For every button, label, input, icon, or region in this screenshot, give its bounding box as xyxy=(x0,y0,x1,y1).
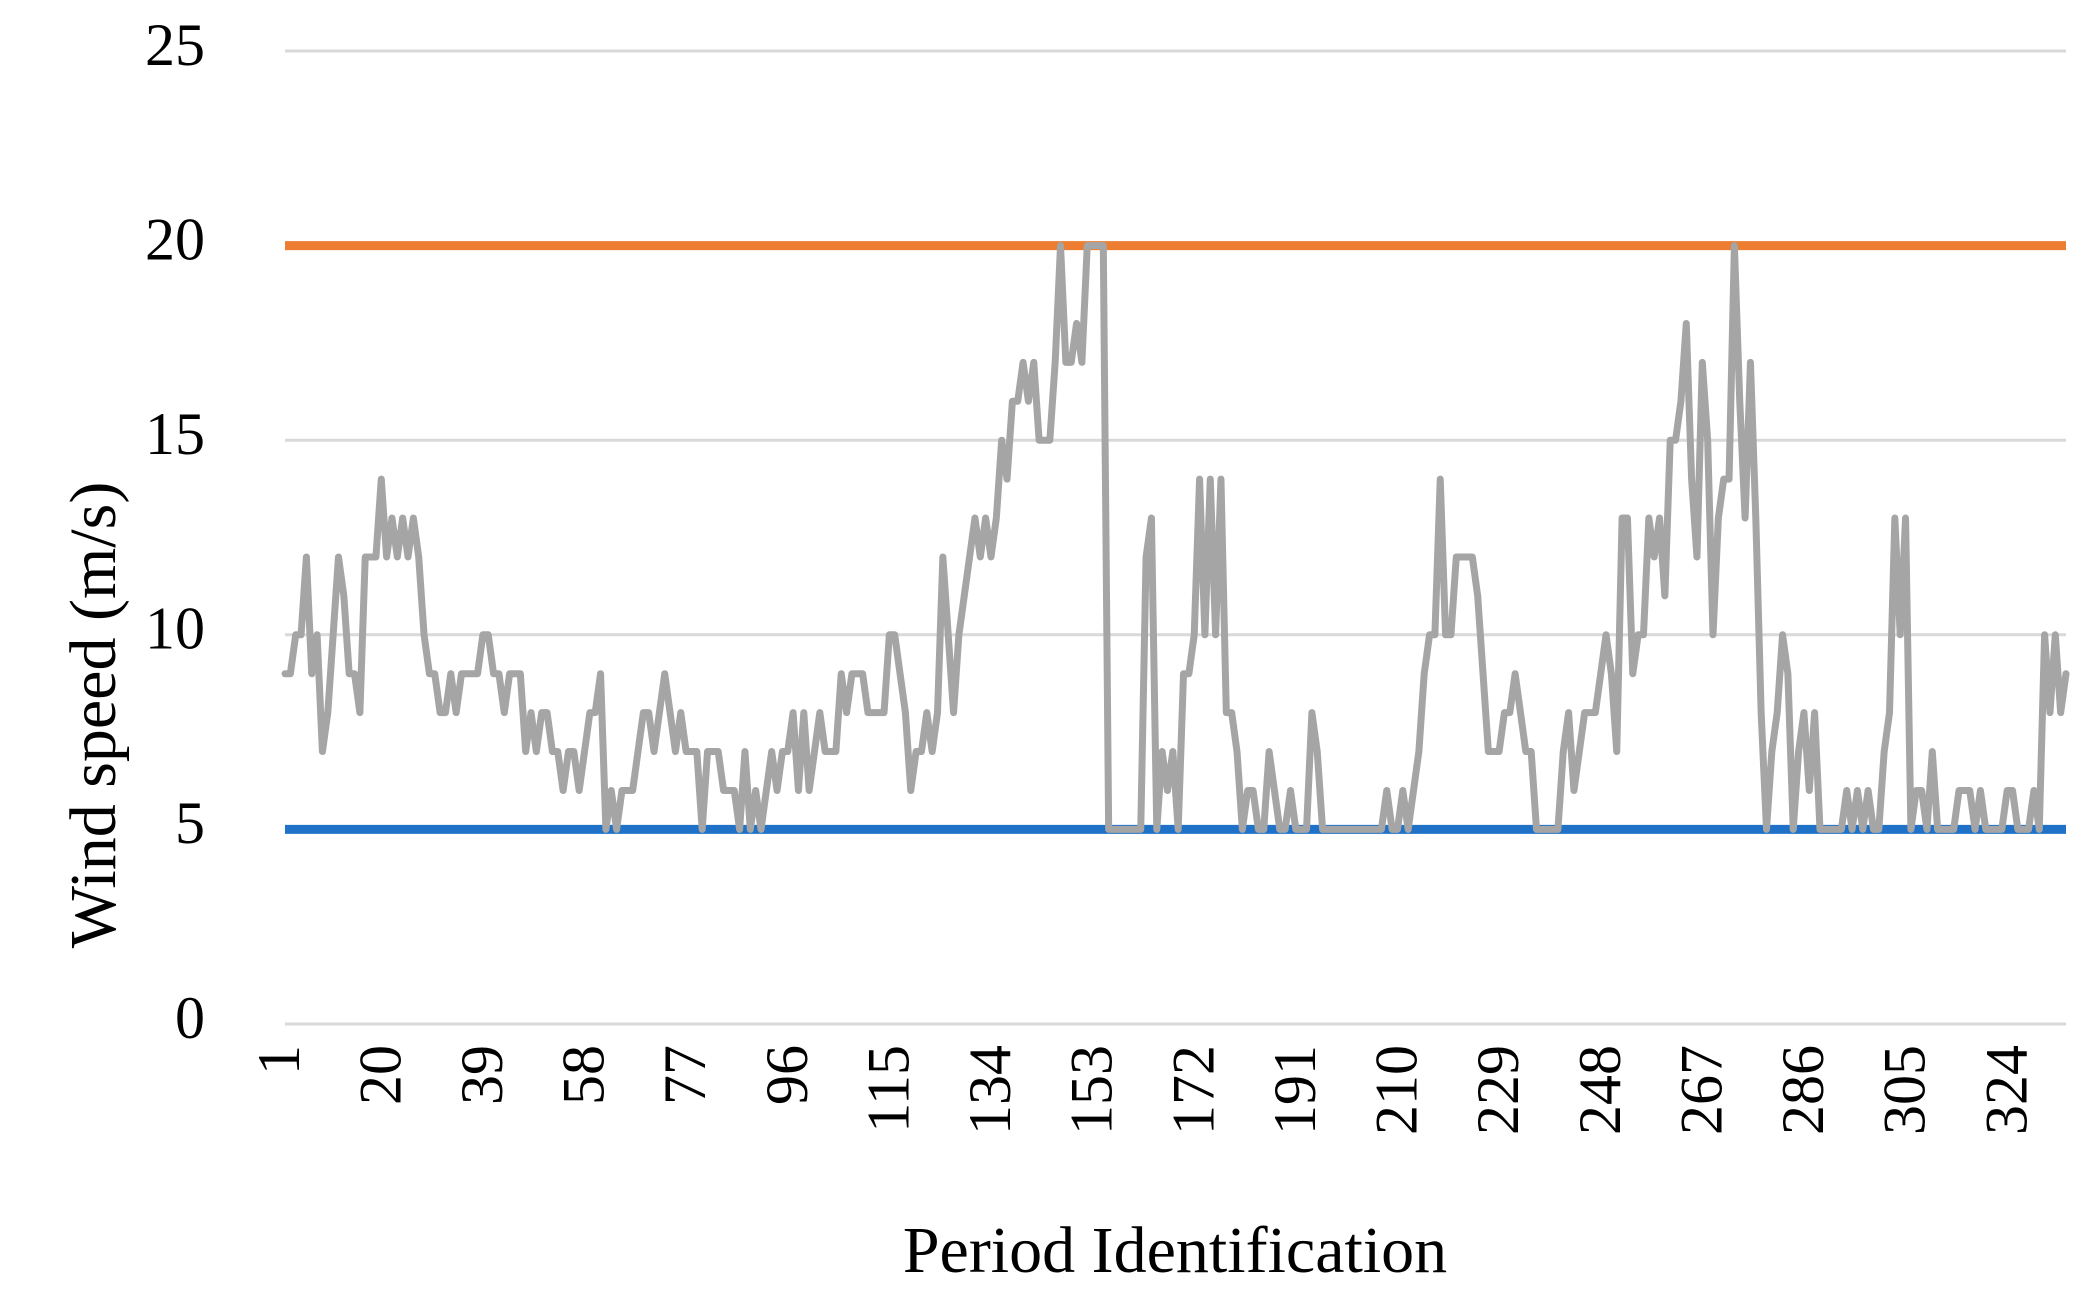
x-tick-label: 20 xyxy=(347,1045,413,1105)
x-tick-label: 115 xyxy=(855,1045,921,1133)
y-axis-title: Wind speed (m/s) xyxy=(57,482,130,949)
x-tick-label: 58 xyxy=(551,1045,617,1105)
x-tick-label: 267 xyxy=(1668,1045,1734,1135)
x-tick-label: 172 xyxy=(1160,1045,1226,1135)
x-tick-label: 134 xyxy=(957,1045,1023,1135)
x-tick-label: 153 xyxy=(1059,1045,1125,1135)
x-tick-label: 1 xyxy=(246,1045,312,1075)
y-tick-label: 10 xyxy=(145,596,205,662)
x-tick-label: 305 xyxy=(1872,1045,1938,1135)
x-tick-label: 248 xyxy=(1567,1045,1633,1135)
y-tick-label: 0 xyxy=(175,985,205,1051)
y-tick-label: 5 xyxy=(175,790,205,856)
y-tick-label: 25 xyxy=(145,12,205,78)
y-tick-label: 20 xyxy=(145,206,205,272)
y-tick-label: 15 xyxy=(145,401,205,467)
x-tick-label: 324 xyxy=(1973,1045,2039,1135)
x-tick-label: 229 xyxy=(1465,1045,1531,1135)
x-tick-label: 286 xyxy=(1770,1045,1836,1135)
x-tick-label: 210 xyxy=(1364,1045,1430,1135)
x-tick-label: 39 xyxy=(449,1045,515,1105)
x-tick-label: 77 xyxy=(652,1045,718,1105)
x-tick-label: 191 xyxy=(1262,1045,1328,1135)
x-tick-label: 96 xyxy=(754,1045,820,1105)
x-axis-title: Period Identification xyxy=(903,1214,1447,1287)
data-line xyxy=(281,242,2070,833)
